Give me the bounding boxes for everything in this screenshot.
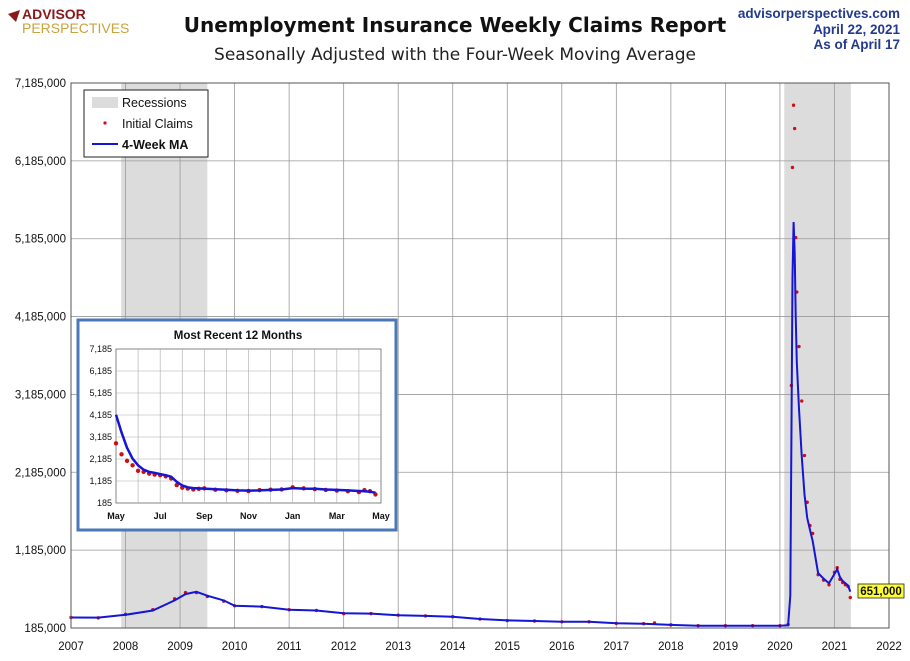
y-tick-label: 3,185,000 xyxy=(15,389,66,401)
inset-y-tick-label: 3,185 xyxy=(89,432,112,442)
claims-point xyxy=(827,583,831,587)
claims-point xyxy=(797,344,801,349)
claims-point xyxy=(802,453,807,458)
claims-point xyxy=(791,103,796,107)
x-tick-label: 2011 xyxy=(277,641,302,653)
legend-recession-swatch xyxy=(92,97,118,108)
claims-point xyxy=(848,595,852,600)
source-label: advisorperspectives.com xyxy=(738,6,900,21)
inset-y-axis-ticks: 185 1,185 2,185 3,185 4,185 5,185 6,185 7,185 xyxy=(89,344,112,508)
y-axis-ticks: 185,000 1,185,000 2,185,000 3,185,000 4,185,… xyxy=(15,78,66,635)
inset-x-tick-label: Nov xyxy=(240,511,257,521)
inset-claims-point xyxy=(130,463,135,468)
y-tick-label: 4,185,000 xyxy=(15,312,66,324)
inset-x-axis-ticks: May Jul Sep Nov Jan Mar May xyxy=(107,511,390,521)
x-tick-label: 2009 xyxy=(167,641,193,653)
legend-recessions: Recessions xyxy=(122,96,187,110)
x-axis-ticks: 2007 2008 2009 2010 2011 2012 2013 2014 2015 2016… xyxy=(58,641,902,653)
x-tick-label: 2021 xyxy=(822,641,848,653)
inset-y-tick-label: 4,185 xyxy=(89,410,112,420)
y-tick-label: 2,185,000 xyxy=(15,467,66,479)
logo-icon xyxy=(8,10,20,22)
claims-point xyxy=(792,126,797,131)
logo: ADVISOR PERSPECTIVES xyxy=(8,6,129,36)
legend-initial-claims: Initial Claims xyxy=(122,117,193,131)
x-tick-label: 2017 xyxy=(604,641,630,653)
y-tick-label: 6,185,000 xyxy=(15,156,66,168)
inset-x-tick-label: Jan xyxy=(285,511,301,521)
inset-y-tick-label: 5,185 xyxy=(89,388,112,398)
y-tick-label: 7,185,000 xyxy=(15,78,66,90)
plot-frame xyxy=(70,82,890,629)
x-tick-label: 2016 xyxy=(549,641,575,653)
x-tick-label: 2015 xyxy=(494,641,520,653)
chart-subtitle: Seasonally Adjusted with the Four-Week M… xyxy=(214,45,696,65)
legend: Recessions Initial Claims 4-Week MA xyxy=(83,89,209,158)
inset-recent-12-months: Most Recent 12 Months 185 1,185 2,185 3,185… xyxy=(76,318,398,532)
claims-point xyxy=(790,165,795,170)
moving-average-line xyxy=(70,221,852,627)
latest-value-callout: 651,000 xyxy=(857,583,905,599)
legend-claims-marker xyxy=(103,121,107,125)
inset-claims-point xyxy=(124,458,130,464)
legend-4-week-ma: 4-Week MA xyxy=(122,138,188,152)
inset-y-tick-label: 1,185 xyxy=(89,476,112,486)
callout-value: 651,000 xyxy=(860,586,902,598)
inset-x-tick-label: May xyxy=(107,511,125,521)
claims-point xyxy=(800,399,804,403)
inset-grid-lines xyxy=(116,349,381,503)
inset-y-tick-label: 185 xyxy=(97,498,112,508)
recession-band-1 xyxy=(784,83,851,628)
logo-line1: ADVISOR xyxy=(22,6,86,22)
logo-line2: PERSPECTIVES xyxy=(22,20,129,36)
inset-x-tick-label: Mar xyxy=(329,511,346,521)
inset-moving-average-line xyxy=(114,414,376,494)
x-tick-label: 2012 xyxy=(331,641,357,653)
x-tick-label: 2018 xyxy=(658,641,684,653)
inset-x-tick-label: Sep xyxy=(196,511,213,521)
inset-claims-point xyxy=(135,468,141,473)
report-date: April 22, 2021 xyxy=(813,22,901,37)
inset-x-tick-label: May xyxy=(372,511,390,521)
inset-y-tick-label: 7,185 xyxy=(89,344,112,354)
x-tick-label: 2022 xyxy=(876,641,902,653)
y-tick-label: 5,185,000 xyxy=(15,234,66,246)
inset-title: Most Recent 12 Months xyxy=(174,330,302,342)
y-tick-label: 185,000 xyxy=(24,623,66,635)
callout-box xyxy=(857,583,905,599)
inset-y-tick-label: 6,185 xyxy=(89,366,112,376)
grid-lines xyxy=(71,83,889,628)
x-tick-label: 2019 xyxy=(713,641,739,653)
x-tick-label: 2014 xyxy=(440,641,466,653)
x-tick-label: 2008 xyxy=(113,641,139,653)
x-tick-label: 2007 xyxy=(58,641,84,653)
inset-y-tick-label: 2,185 xyxy=(89,454,112,464)
inset-x-tick-label: Jul xyxy=(154,511,167,521)
x-tick-label: 2010 xyxy=(222,641,248,653)
inset-claims-point xyxy=(113,441,119,446)
inset-claims-point xyxy=(119,452,124,457)
x-tick-label: 2013 xyxy=(385,641,411,653)
y-tick-label: 1,185,000 xyxy=(15,545,66,557)
as-of-date: As of April 17 xyxy=(813,37,900,52)
chart-title: Unemployment Insurance Weekly Claims Rep… xyxy=(184,13,727,37)
x-tick-label: 2020 xyxy=(767,641,793,653)
